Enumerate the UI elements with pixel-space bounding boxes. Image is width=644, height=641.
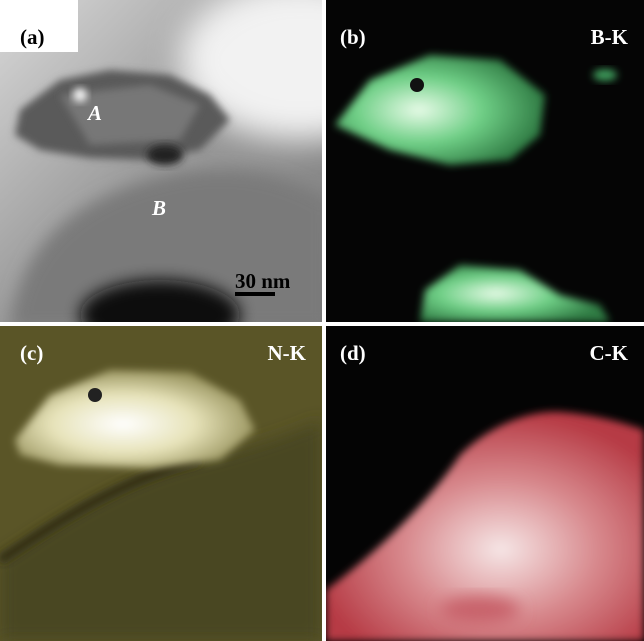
edge-label: N-K	[268, 341, 307, 365]
figure: (a) A B 30 nm (b) B-K (c) N-K (d) C-K	[0, 0, 644, 641]
panel-b: (b) B-K	[326, 0, 644, 322]
edge-label: C-K	[590, 341, 629, 365]
panel-d: (d) C-K	[326, 326, 644, 641]
panel-label: (d)	[340, 341, 366, 365]
scale-bar-label: 30 nm	[235, 269, 291, 293]
panel-label: (a)	[20, 25, 45, 49]
annotation: A	[86, 101, 102, 125]
scale-bar	[235, 292, 275, 296]
panel-label: (b)	[340, 25, 366, 49]
panel-c: (c) N-K	[0, 326, 322, 641]
panel-label: (c)	[20, 341, 43, 365]
edge-label: B-K	[591, 25, 629, 49]
annotation: B	[151, 196, 166, 220]
